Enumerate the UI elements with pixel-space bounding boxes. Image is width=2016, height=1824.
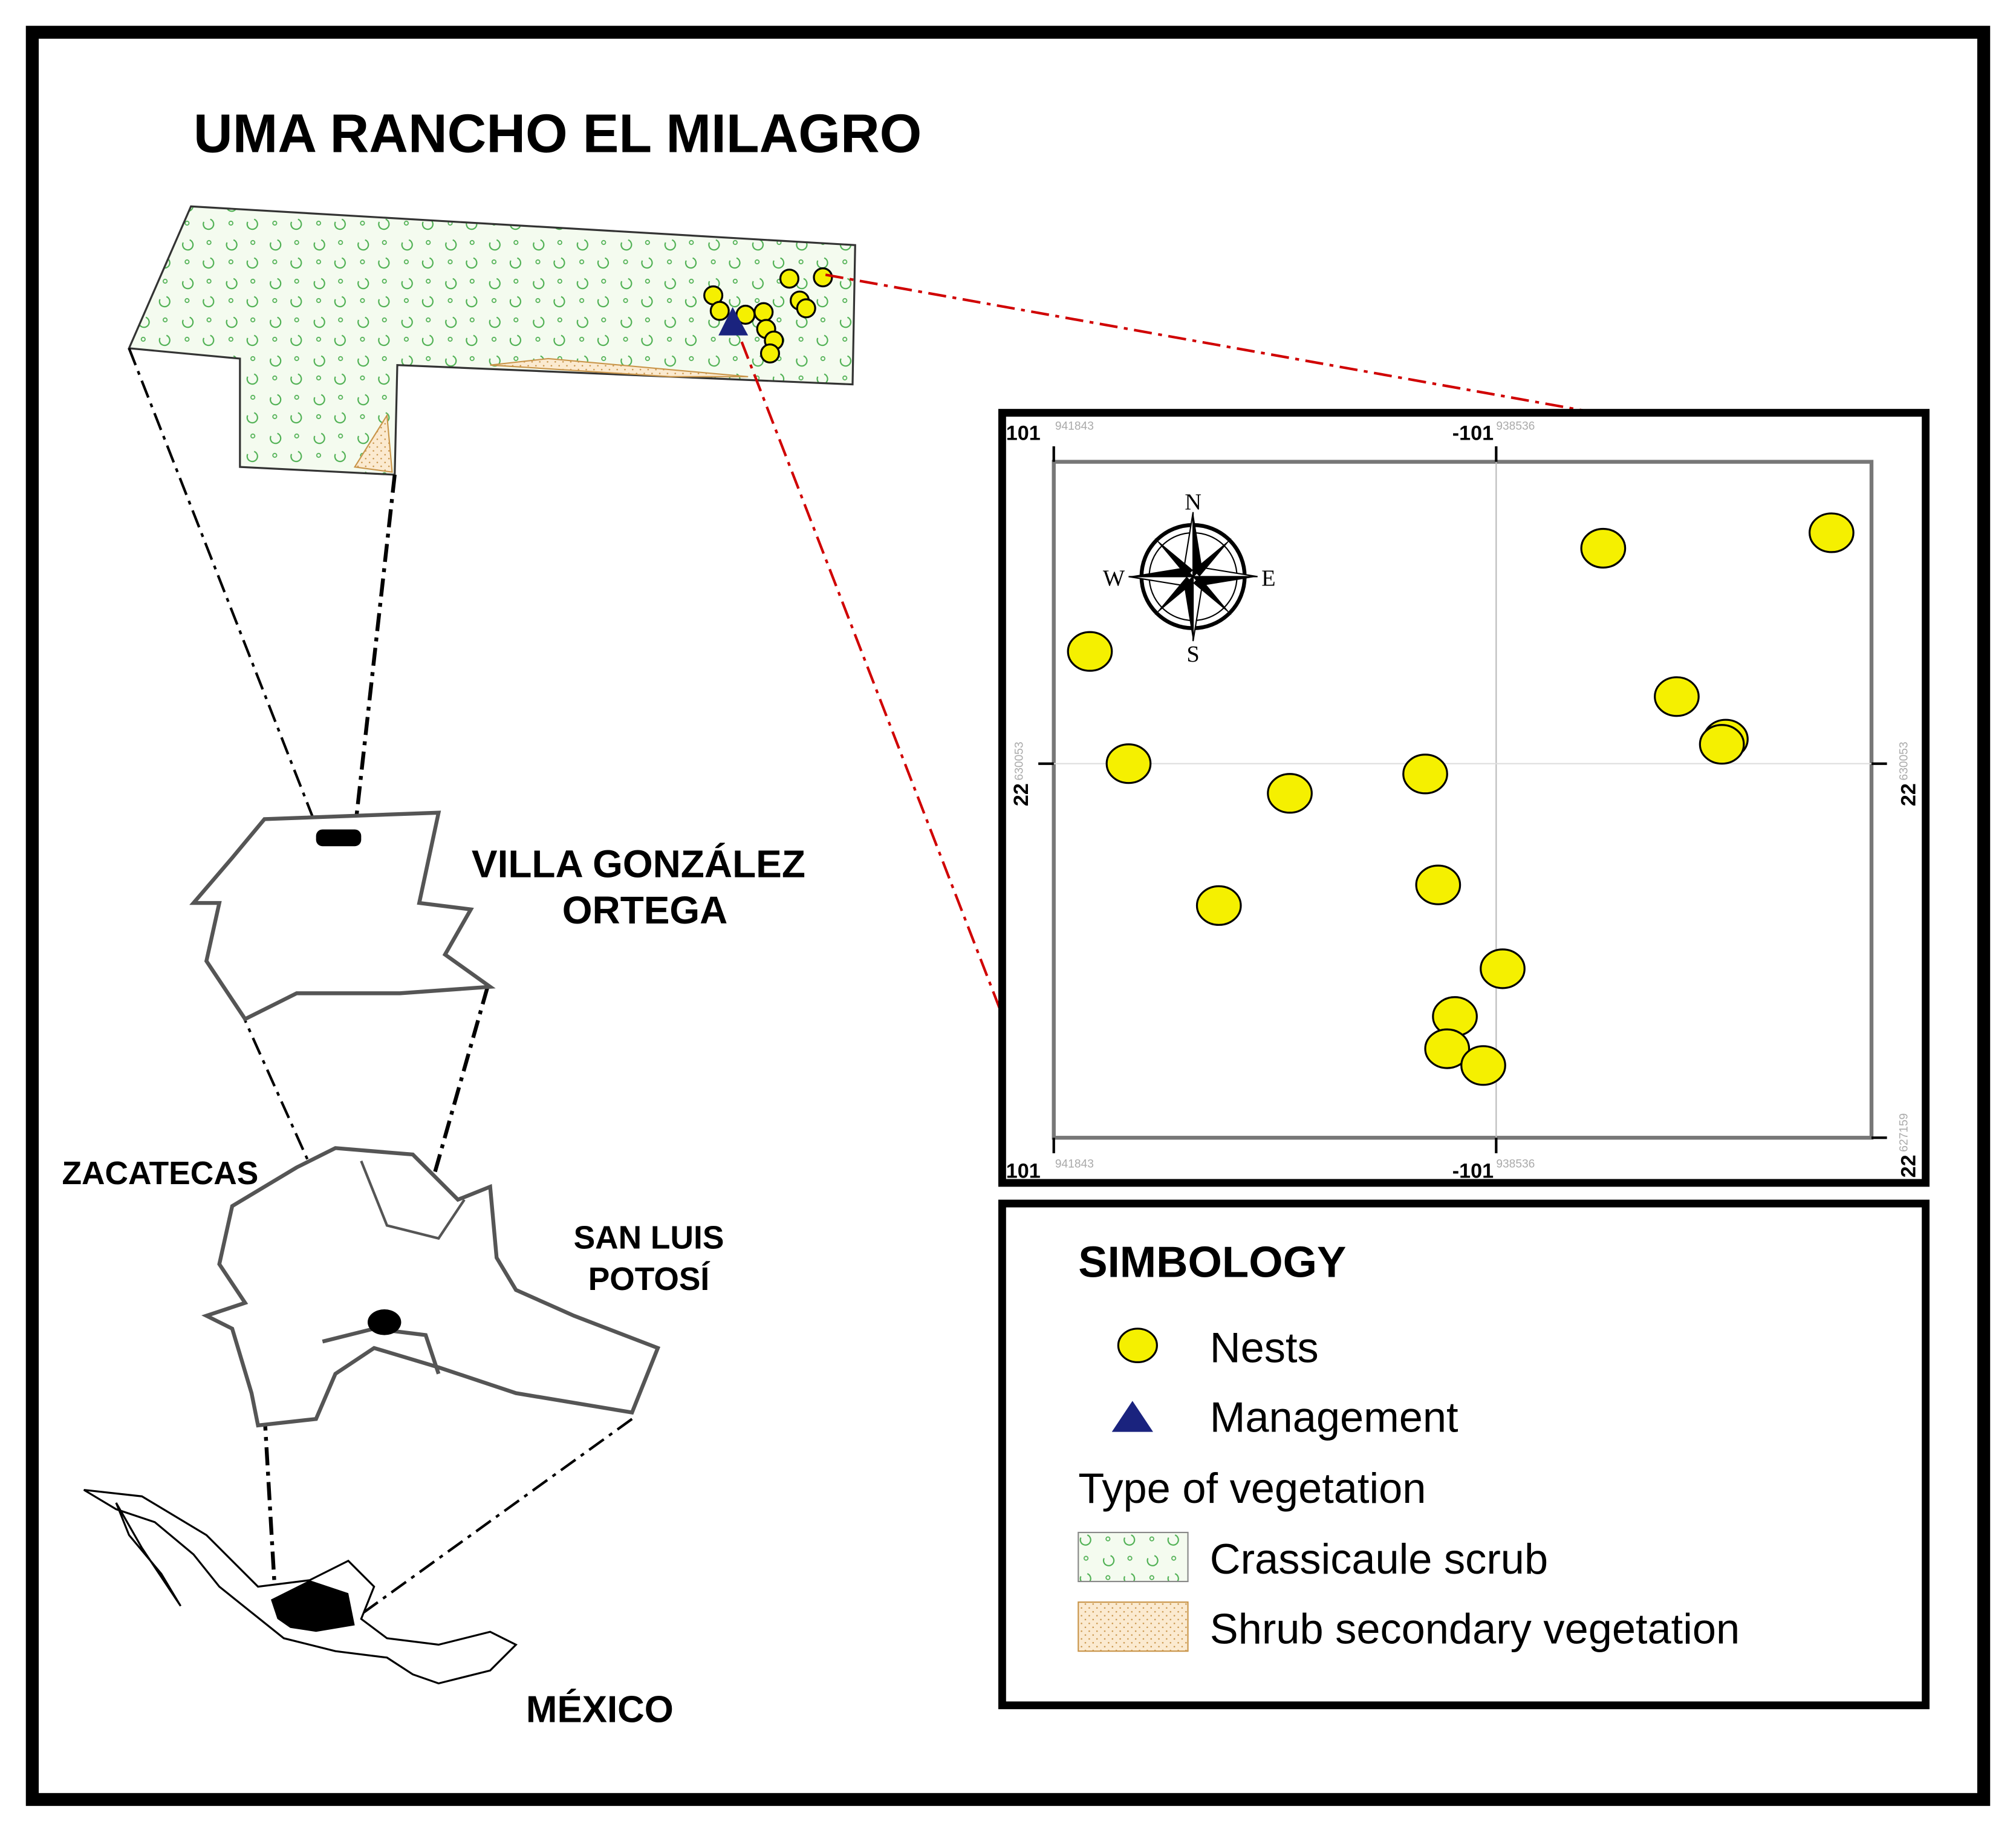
legend-crassicaule: Crassicaule scrub xyxy=(1210,1535,1548,1583)
lat-label-decimal: 627159 xyxy=(1898,1113,1911,1152)
compass-e: E xyxy=(1261,565,1275,591)
compass-n: N xyxy=(1185,490,1201,515)
nest-marker xyxy=(1654,676,1700,717)
nest-marker xyxy=(1267,773,1313,814)
shrub-area xyxy=(490,357,749,377)
legend-shrub: Shrub secondary vegetation xyxy=(1210,1604,1740,1652)
compass-w: W xyxy=(1103,565,1125,591)
ranch-nests xyxy=(703,267,833,363)
slp-label: SAN LUIS xyxy=(574,1220,724,1256)
nest-marker xyxy=(1105,743,1152,784)
lon-label-decimal: 938536 xyxy=(1496,420,1535,432)
municipality-label: ORTEGA xyxy=(562,888,728,932)
lon-label: 101 xyxy=(1006,422,1041,445)
compass-rose-icon: N S E W xyxy=(1103,490,1276,668)
nest-marker xyxy=(1067,631,1113,672)
lon-label-decimal: 941843 xyxy=(1055,1158,1094,1170)
lat-label: 22 xyxy=(1897,783,1920,806)
nest-marker xyxy=(759,343,780,363)
municipality-location xyxy=(367,1309,402,1335)
nest-marker xyxy=(796,298,816,319)
slp-label: POTOSÍ xyxy=(588,1261,710,1297)
shrub-swatch xyxy=(1078,1601,1189,1652)
nest-marker xyxy=(779,269,799,289)
lon-label-decimal: 941843 xyxy=(1055,420,1094,432)
ranch-location xyxy=(316,829,362,847)
lat-label: 22 xyxy=(1897,1155,1920,1177)
compass-s: S xyxy=(1186,642,1199,667)
municipality-label: VILLA GONZÁLEZ xyxy=(472,842,805,885)
lon-label: 101 xyxy=(1006,1159,1041,1182)
legend-title: SIMBOLOGY xyxy=(1078,1238,1346,1287)
mexico-label: MÉXICO xyxy=(526,1689,674,1730)
zacatecas-label: ZACATECAS xyxy=(62,1156,258,1191)
states-location xyxy=(271,1580,355,1632)
legend-management: Management xyxy=(1210,1393,1458,1441)
nest-marker xyxy=(1195,885,1242,926)
nest-symbol-icon xyxy=(1117,1327,1158,1364)
map-title: UMA RANCHO EL MILAGRO xyxy=(193,103,922,164)
legend-vegetation-heading: Type of vegetation xyxy=(1078,1464,1426,1512)
lat-label-decimal: 630053 xyxy=(1013,741,1026,780)
lon-label-decimal: 938536 xyxy=(1496,1158,1535,1170)
lon-label: -101 xyxy=(1452,422,1494,445)
nest-marker xyxy=(1480,948,1526,989)
states-outline xyxy=(201,1146,661,1428)
nest-marker xyxy=(753,302,774,322)
shrub-area xyxy=(353,413,393,473)
lat-label-decimal: 630053 xyxy=(1898,741,1911,780)
management-marker xyxy=(718,307,749,336)
nest-marker xyxy=(1580,527,1627,569)
nest-marker xyxy=(813,267,833,288)
legend-nests: Nests xyxy=(1210,1323,1319,1371)
nest-marker xyxy=(1699,724,1745,765)
nest-marker xyxy=(1460,1045,1506,1086)
outer-frame xyxy=(25,25,1991,1806)
management-symbol-icon xyxy=(1111,1401,1153,1432)
nest-marker xyxy=(1402,754,1448,795)
crassicaule-swatch xyxy=(1078,1531,1189,1583)
inset-nests xyxy=(1067,512,1855,1086)
municipality-outline xyxy=(189,810,496,1022)
lat-label: 22 xyxy=(1010,783,1033,806)
nest-marker xyxy=(1415,864,1462,905)
nest-marker xyxy=(1809,512,1855,553)
lon-label: -101 xyxy=(1452,1159,1494,1182)
nest-marker xyxy=(709,301,730,321)
ranch-polygon xyxy=(128,205,856,476)
nest-marker xyxy=(1424,1028,1471,1069)
